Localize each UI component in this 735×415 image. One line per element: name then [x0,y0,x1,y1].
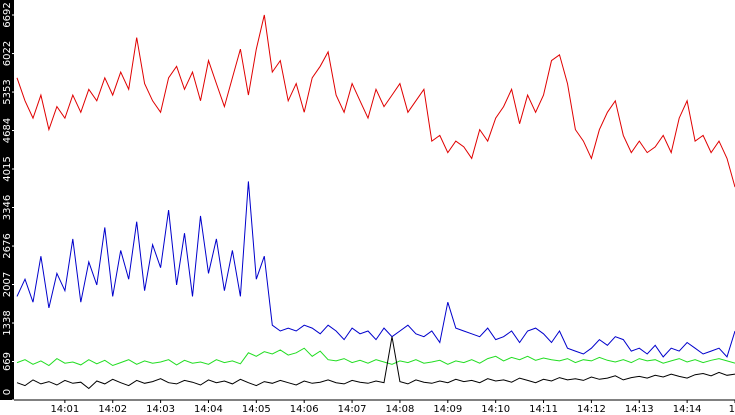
y-tick-label: 3346 [2,195,13,220]
series-line [16,181,735,358]
y-tick-label: 669 [2,352,13,371]
series-line [16,14,735,188]
y-tick-label: 2676 [2,233,13,258]
x-tick-label: 14:13 [625,404,654,415]
x-tick-label: 14:06 [290,404,319,415]
y-tick-label: 1338 [2,310,13,335]
x-tick-label: 14:03 [146,404,175,415]
y-tick-label: 6692 [2,2,13,27]
x-tick-label: 14:12 [577,404,606,415]
x-tick-label: 14:08 [386,404,415,415]
y-tick-label: 4684 [2,118,13,143]
x-tick-label: 14:02 [98,404,127,415]
x-tick-label: 14:09 [433,404,462,415]
x-tick-label: 14 [729,404,735,415]
y-axis-band [0,0,14,400]
y-tick-label: 2007 [2,272,13,297]
x-tick-label: 14:10 [481,404,510,415]
y-tick-label: 6022 [2,41,13,66]
x-tick-label: 14:04 [194,404,223,415]
x-tick-label: 14:11 [529,404,558,415]
series-line [16,336,735,390]
x-tick-label: 14:07 [338,404,367,415]
series-line [16,347,735,367]
y-tick-label: 4015 [2,156,13,181]
x-tick-label: 14:14 [673,404,702,415]
x-tick-label: 14:01 [50,404,79,415]
x-tick-label: 14:05 [242,404,271,415]
y-tick-label: 5353 [2,79,13,104]
y-tick-label: 0 [2,389,13,395]
